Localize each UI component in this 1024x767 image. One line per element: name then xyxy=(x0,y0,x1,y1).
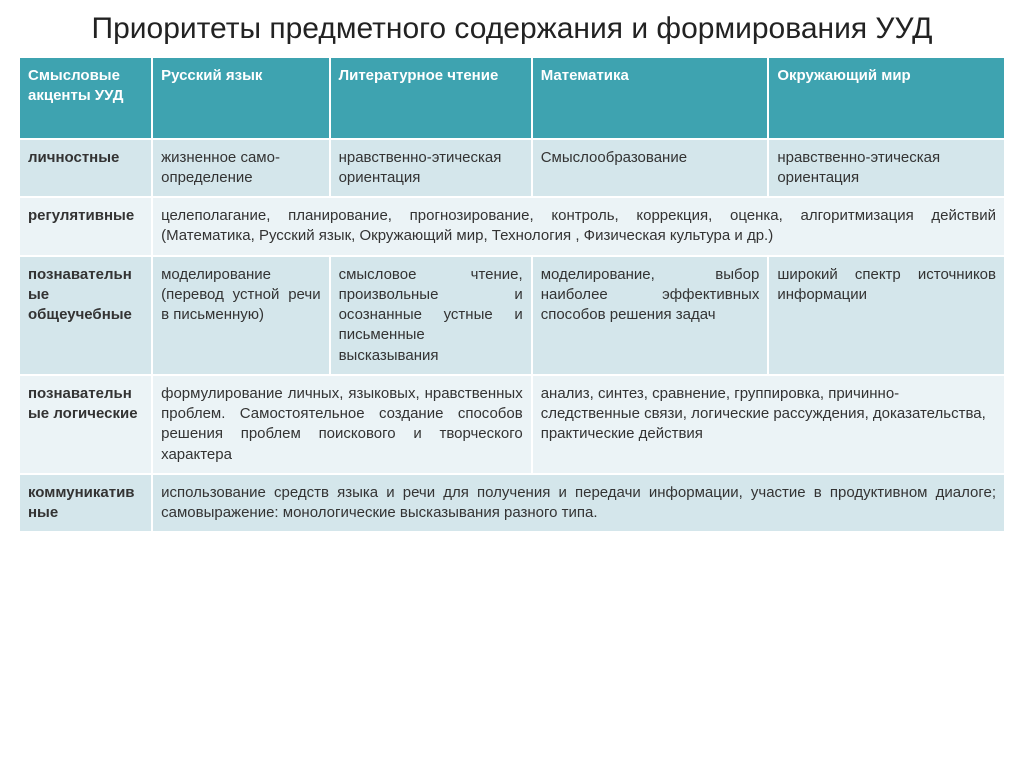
table-cell: формулирование личных, языковых, нравств… xyxy=(152,375,532,474)
col-header: Русский язык xyxy=(152,57,329,139)
table-row: познавательные общеучебныемоделирование … xyxy=(19,256,1005,375)
table-cell: анализ, синтез, сравнение, группировка, … xyxy=(532,375,1005,474)
col-header: Литературное чтение xyxy=(330,57,532,139)
table-body: личностныежизненное само-определениенрав… xyxy=(19,139,1005,533)
table-cell: смысловое чтение, произвольные и осознан… xyxy=(330,256,532,375)
table-cell: целеполагание, планирование, прогнозиров… xyxy=(152,197,1005,256)
table-header: Смысловые акценты УУД Русский язык Литер… xyxy=(19,57,1005,139)
table-cell: нравственно-этическая ориентация xyxy=(768,139,1005,198)
slide-title: Приоритеты предметного содержания и форм… xyxy=(18,10,1006,48)
table-cell: использование средств языка и речи для п… xyxy=(152,474,1005,533)
table-cell: моделирование, выбор наиболее эффективны… xyxy=(532,256,769,375)
table-cell: широкий спектр источников информации xyxy=(768,256,1005,375)
col-header: Окружающий мир xyxy=(768,57,1005,139)
priorities-table: Смысловые акценты УУД Русский язык Литер… xyxy=(18,56,1006,534)
row-label: регулятивные xyxy=(19,197,152,256)
row-label: познавательные логические xyxy=(19,375,152,474)
header-row: Смысловые акценты УУД Русский язык Литер… xyxy=(19,57,1005,139)
col-header: Смысловые акценты УУД xyxy=(19,57,152,139)
table-cell: жизненное само-определение xyxy=(152,139,329,198)
table-row: коммуникативныеиспользование средств язы… xyxy=(19,474,1005,533)
table-row: регулятивныецелеполагание, планирование,… xyxy=(19,197,1005,256)
table-cell: нравственно-этическая ориентация xyxy=(330,139,532,198)
row-label: познавательные общеучебные xyxy=(19,256,152,375)
col-header: Математика xyxy=(532,57,769,139)
table-row: личностныежизненное само-определениенрав… xyxy=(19,139,1005,198)
row-label: коммуникативные xyxy=(19,474,152,533)
slide: Приоритеты предметного содержания и форм… xyxy=(0,0,1024,767)
table-row: познавательные логическиеформулирование … xyxy=(19,375,1005,474)
row-label: личностные xyxy=(19,139,152,198)
table-cell: моделирование (перевод устной речи в пис… xyxy=(152,256,329,375)
table-cell: Смыслообразование xyxy=(532,139,769,198)
